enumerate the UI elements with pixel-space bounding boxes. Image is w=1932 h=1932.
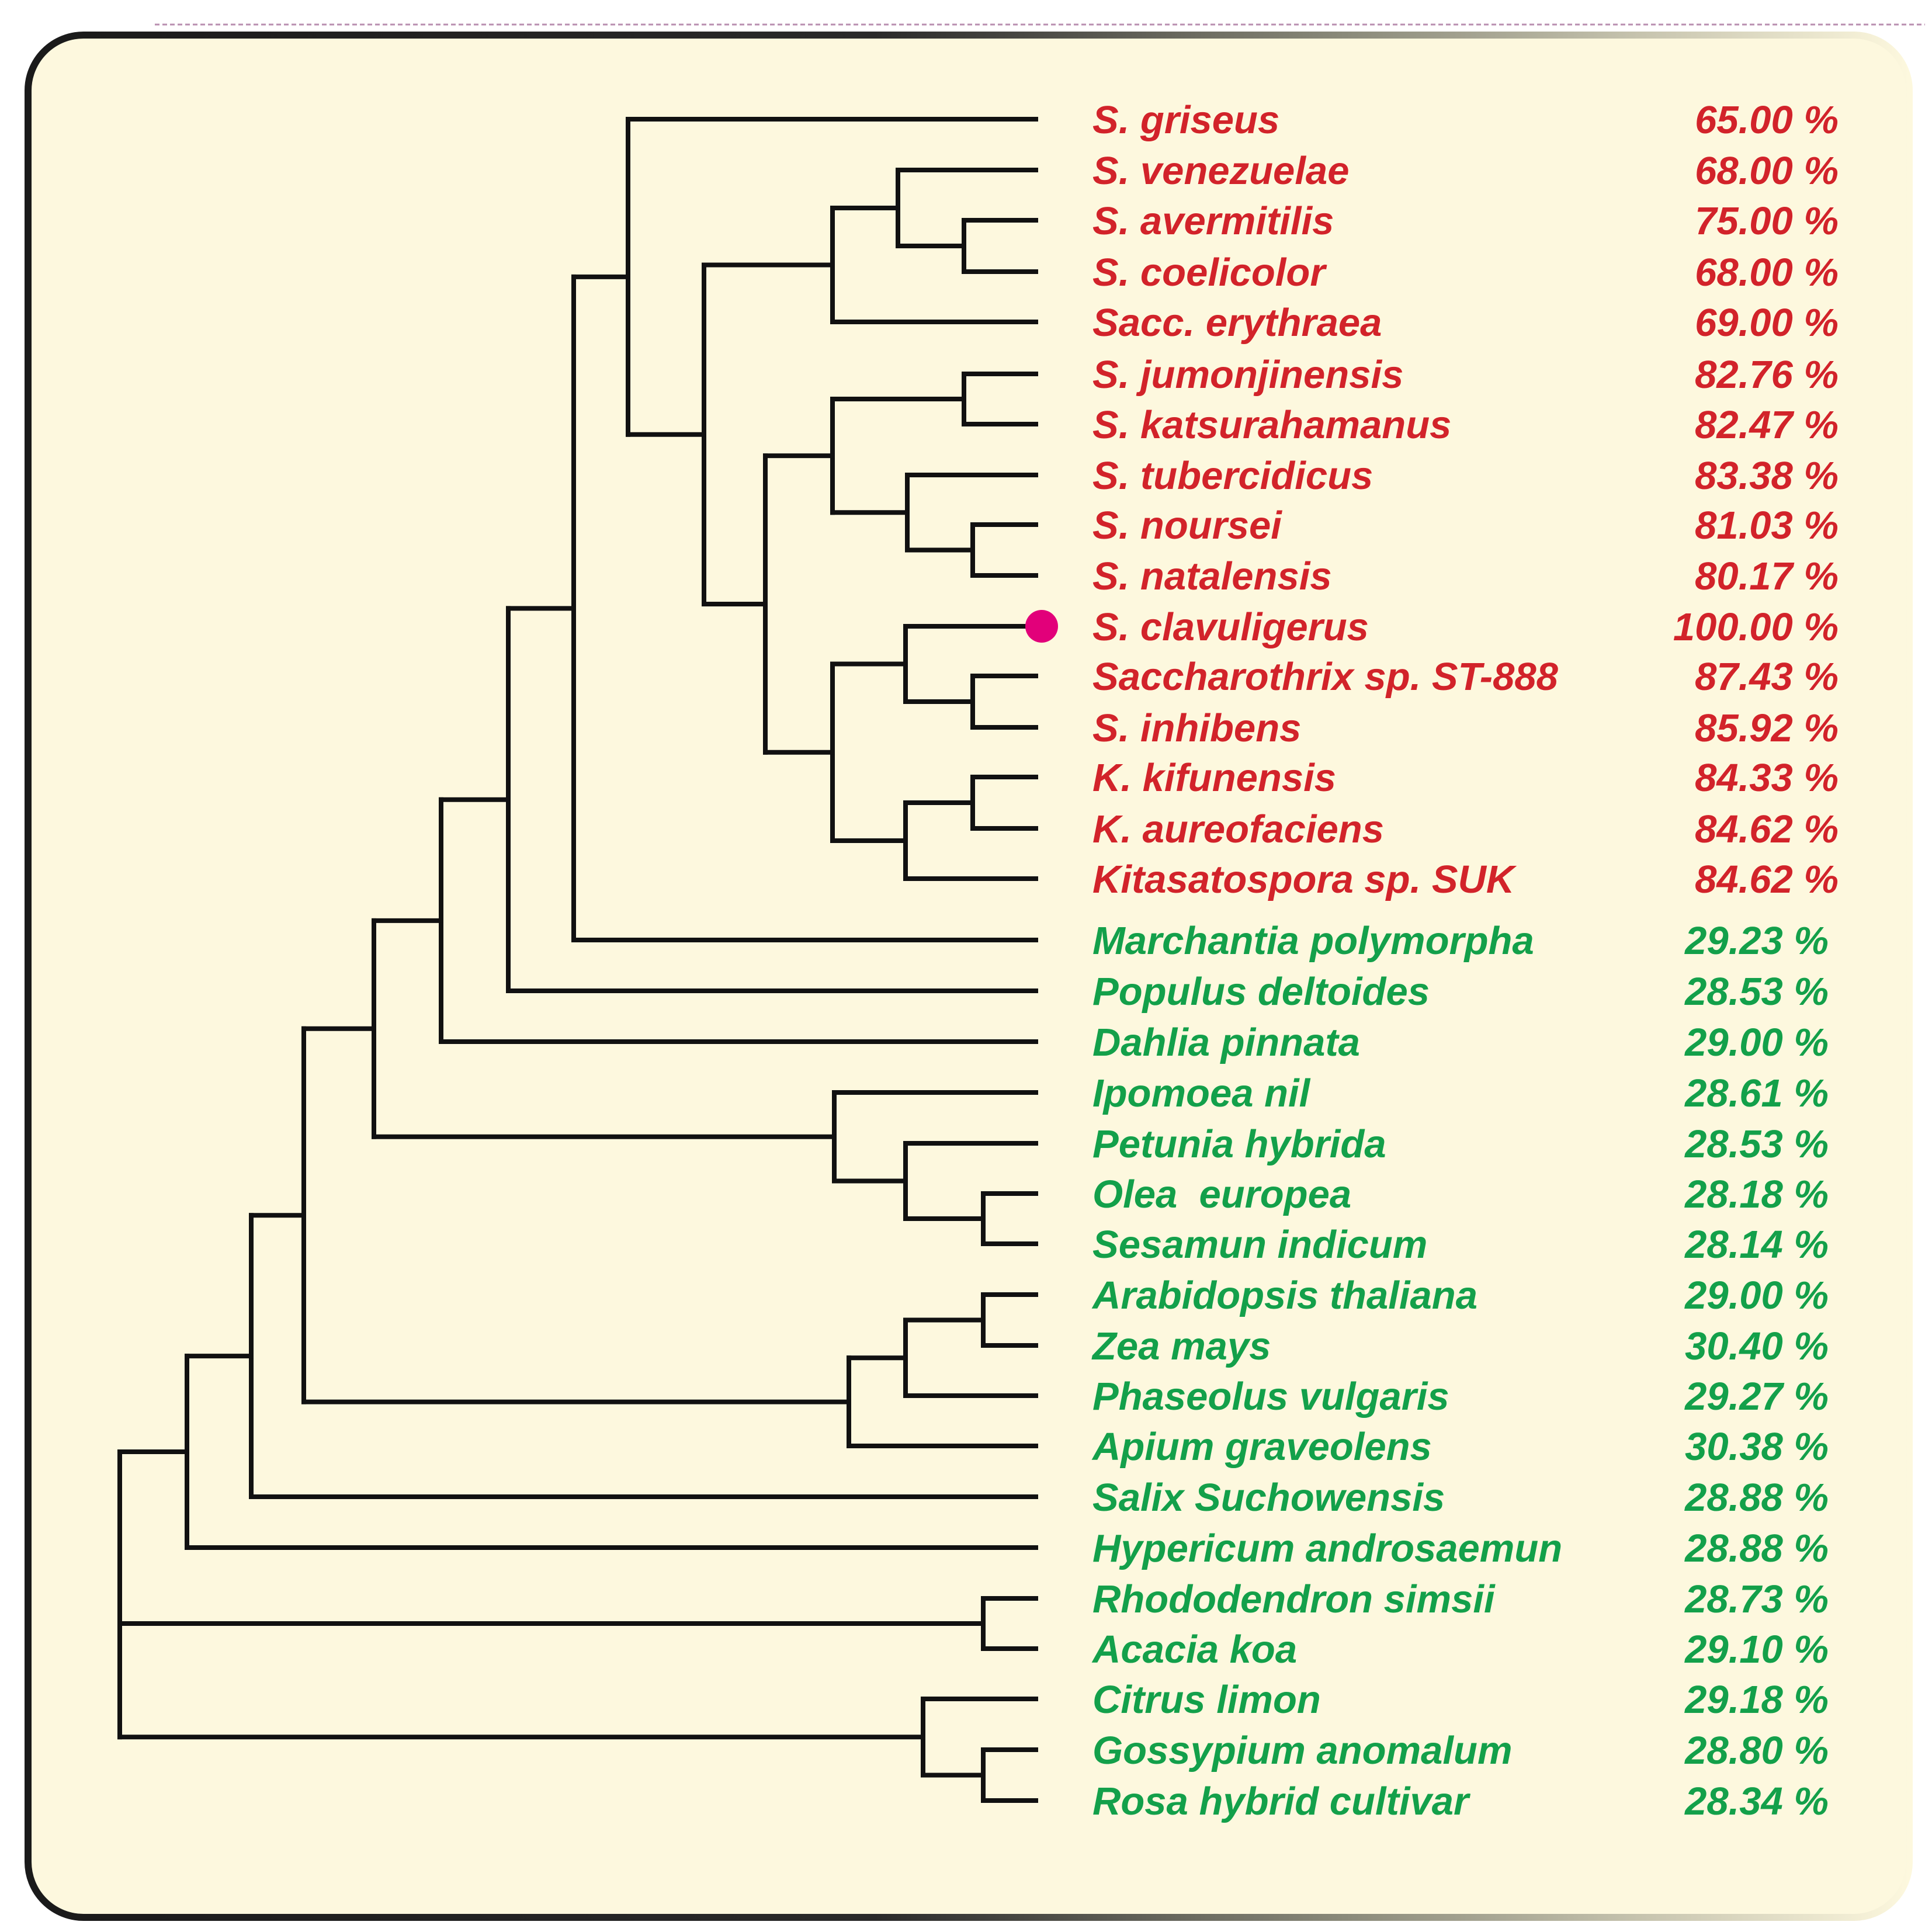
taxon-name: K. kifunensis	[1092, 756, 1336, 800]
taxon-name: S. natalensis	[1092, 554, 1332, 598]
identity-percent: 82.76 %	[1695, 353, 1839, 397]
identity-percent: 29.10 %	[1684, 1628, 1829, 1671]
identity-percent: 28.73 %	[1684, 1577, 1829, 1621]
identity-percent: 82.47 %	[1695, 403, 1839, 447]
tree-branches	[117, 117, 1038, 1803]
taxon-name: Olea europea	[1092, 1173, 1351, 1216]
identity-percent: 68.00 %	[1695, 251, 1839, 294]
taxon-name: Marchantia polymorpha	[1092, 919, 1534, 963]
taxon-name: S. griseus	[1092, 98, 1279, 142]
identity-percent: 28.61 %	[1684, 1071, 1829, 1115]
taxon-name: Phaseolus vulgaris	[1092, 1375, 1449, 1418]
taxon-name: Petunia hybrida	[1092, 1122, 1386, 1166]
taxon-name: Acacia koa	[1091, 1628, 1297, 1671]
query-marker-dot	[1025, 610, 1058, 643]
identity-percent: 87.43 %	[1695, 655, 1839, 699]
identity-percent: 29.27 %	[1684, 1375, 1829, 1418]
taxon-labels: S. griseus 65.00 % S. venezuelae 68.00 % S. …	[1025, 98, 1839, 1823]
identity-percent: 84.62 %	[1695, 858, 1839, 901]
taxon-name: Zea mays	[1091, 1324, 1271, 1368]
taxon-name: Rosa hybrid cultivar	[1092, 1780, 1471, 1823]
identity-percent: 80.17 %	[1695, 554, 1839, 598]
taxon-name: Salix Suchowensis	[1092, 1476, 1445, 1520]
identity-percent: 29.00 %	[1684, 1021, 1829, 1064]
taxon-name: Dahlia pinnata	[1092, 1021, 1360, 1064]
identity-percent: 30.38 %	[1685, 1425, 1829, 1469]
identity-percent: 29.00 %	[1684, 1274, 1829, 1317]
taxon-name: K. aureofaciens	[1092, 807, 1384, 851]
identity-percent: 83.38 %	[1695, 454, 1839, 498]
taxon-name: Sesamun indicum	[1092, 1223, 1427, 1267]
identity-percent: 75.00 %	[1695, 199, 1839, 243]
taxon-name: S. tubercidicus	[1092, 454, 1373, 498]
identity-percent: 68.00 %	[1695, 149, 1839, 193]
taxon-name: Sacc. erythraea	[1092, 301, 1382, 345]
taxon-name: Kitasatospora sp. SUK	[1092, 858, 1517, 901]
identity-percent: 28.34 %	[1684, 1780, 1829, 1823]
taxon-name: Ipomoea nil	[1092, 1071, 1311, 1115]
taxon-name: Populus deltoides	[1092, 970, 1430, 1014]
identity-percent: 28.88 %	[1684, 1476, 1829, 1520]
taxon-name: Arabidopsis thaliana	[1091, 1274, 1477, 1317]
identity-percent: 28.14 %	[1684, 1223, 1829, 1267]
identity-percent: 65.00 %	[1695, 98, 1839, 142]
identity-percent: 100.00 %	[1673, 605, 1839, 649]
identity-percent: 28.18 %	[1684, 1173, 1829, 1216]
figure-panel	[25, 32, 1913, 1921]
identity-percent: 84.33 %	[1695, 756, 1839, 800]
identity-percent: 28.53 %	[1684, 970, 1829, 1014]
identity-percent: 28.80 %	[1684, 1729, 1829, 1773]
taxon-name: S. clavuligerus	[1092, 605, 1369, 649]
identity-percent: 84.62 %	[1695, 807, 1839, 851]
identity-percent: 85.92 %	[1695, 706, 1839, 750]
identity-percent: 29.18 %	[1684, 1678, 1829, 1722]
identity-percent: 81.03 %	[1695, 504, 1839, 547]
taxon-name: S. venezuelae	[1092, 149, 1349, 193]
taxon-name: S. inhibens	[1092, 706, 1301, 750]
taxon-name: Saccharothrix sp. ST-888	[1092, 655, 1559, 699]
taxon-name: Citrus limon	[1092, 1678, 1321, 1722]
identity-percent: 30.40 %	[1685, 1324, 1829, 1368]
taxon-name: Rhododendron simsii	[1092, 1577, 1496, 1621]
taxon-name: S. coelicolor	[1092, 251, 1327, 294]
taxon-name: Gossypium anomalum	[1092, 1729, 1513, 1773]
taxon-name: S. avermitilis	[1092, 199, 1334, 243]
identity-percent: 28.53 %	[1684, 1122, 1829, 1166]
taxon-name: S. katsurahamanus	[1092, 403, 1451, 447]
taxon-name: S. noursei	[1092, 504, 1282, 547]
identity-percent: 28.88 %	[1684, 1527, 1829, 1570]
taxon-name: Apium graveolens	[1091, 1425, 1432, 1469]
identity-percent: 69.00 %	[1695, 301, 1839, 345]
taxon-name: Hypericum androsaemun	[1092, 1527, 1562, 1570]
identity-percent: 29.23 %	[1684, 919, 1829, 963]
taxon-name: S. jumonjinensis	[1092, 353, 1403, 397]
